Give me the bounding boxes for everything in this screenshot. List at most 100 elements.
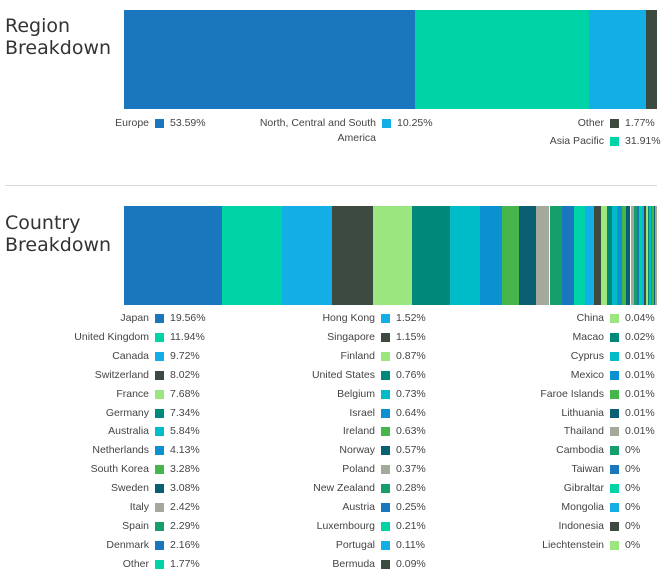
country-legend-item-cyprus: Cyprus 0.01% xyxy=(510,349,655,364)
country-bar-segment-china xyxy=(645,206,648,305)
legend-swatch xyxy=(155,390,164,399)
legend-label: Singapore xyxy=(327,331,375,343)
country-bar-segment-austria xyxy=(636,206,640,305)
country-bar-segment-spain xyxy=(549,206,563,305)
legend-swatch xyxy=(155,333,164,342)
country-legend-item-china: China 0.04% xyxy=(510,311,655,326)
legend-value: 2.29% xyxy=(170,520,200,532)
country-bar-segment-cyprus xyxy=(649,206,651,305)
country-legend-item-singapore: Singapore 1.15% xyxy=(255,330,426,345)
legend-swatch xyxy=(155,541,164,550)
region-bar-segment-europe xyxy=(124,10,416,109)
country-legend-item-norway: Norway 0.57% xyxy=(255,443,425,458)
country-legend-item-germany: Germany 7.34% xyxy=(40,406,200,421)
legend-label: Liechtenstein xyxy=(542,539,604,551)
country-bar-segment-germany xyxy=(411,206,450,305)
country-legend-item-sweden: Sweden 3.08% xyxy=(40,481,200,496)
legend-swatch xyxy=(610,503,619,512)
legend-swatch xyxy=(610,409,619,418)
legend-value: 3.08% xyxy=(170,482,200,494)
legend-value: 1.77% xyxy=(170,558,200,570)
legend-swatch xyxy=(610,427,619,436)
legend-label: Thailand xyxy=(563,425,604,437)
country-legend-item-ireland: Ireland 0.63% xyxy=(255,424,426,439)
legend-swatch xyxy=(155,409,164,418)
legend-label: China xyxy=(576,312,604,324)
country-bar-segment-italy xyxy=(536,206,550,305)
legend-label: Mexico xyxy=(570,369,604,381)
legend-value: 0.87% xyxy=(396,350,426,362)
legend-value: 2.16% xyxy=(170,539,200,551)
legend-swatch xyxy=(381,560,390,569)
country-legend-item-luxembourg: Luxembourg 0.21% xyxy=(255,519,426,534)
legend-label: Italy xyxy=(129,501,149,513)
legend-label: Bermuda xyxy=(332,558,375,570)
legend-value: 0% xyxy=(625,482,641,494)
country-legend-item-canada: Canada 9.72% xyxy=(40,349,200,364)
legend-value: 7.68% xyxy=(170,388,200,400)
legend-swatch xyxy=(610,390,619,399)
country-bar-segment-singapore xyxy=(593,206,601,305)
legend-value: 0.28% xyxy=(396,482,426,494)
legend-label: Canada xyxy=(112,350,149,362)
legend-label: Germany xyxy=(105,407,149,419)
country-legend-item-lithuania: Lithuania 0.01% xyxy=(510,406,654,421)
region-legend-item-europe: Europe 53.59% xyxy=(60,116,205,131)
legend-label: Ireland xyxy=(342,425,375,437)
legend-label: Luxembourg xyxy=(316,520,375,532)
legend-label: Other xyxy=(122,558,149,570)
legend-swatch xyxy=(610,484,619,493)
legend-value: 8.02% xyxy=(170,369,200,381)
legend-swatch xyxy=(610,465,619,474)
legend-swatch xyxy=(610,371,619,380)
legend-label: Mongolia xyxy=(561,501,604,513)
country-bar-segment-faroe-islands xyxy=(652,206,654,305)
country-legend-item-taiwan: Taiwan 0% xyxy=(510,462,640,477)
country-bar-segment-switzerland xyxy=(331,206,373,305)
legend-swatch xyxy=(381,484,390,493)
legend-label: Lithuania xyxy=(561,407,604,419)
legend-value: 0.73% xyxy=(396,388,426,400)
legend-swatch xyxy=(381,541,390,550)
legend-label: Asia Pacific xyxy=(549,135,604,147)
legend-value: 0% xyxy=(625,539,641,551)
country-legend-item-netherlands: Netherlands 4.13% xyxy=(40,443,199,458)
legend-label: Finland xyxy=(340,350,375,362)
legend-value: 0.01% xyxy=(625,425,655,437)
legend-swatch xyxy=(155,484,164,493)
country-bar-segment-new-zealand xyxy=(633,206,637,305)
country-legend-item-indonesia: Indonesia 0% xyxy=(510,519,640,534)
region-legend-item-other: Other 1.77% xyxy=(500,116,655,131)
legend-swatch xyxy=(610,541,619,550)
legend-value: 0% xyxy=(625,501,641,513)
country-bar-segment-united-kingdom xyxy=(221,206,283,305)
legend-value: 0.63% xyxy=(396,425,426,437)
country-bar-segment-mexico xyxy=(650,206,653,305)
region-bar-segment-other xyxy=(645,10,657,109)
legend-swatch xyxy=(610,137,619,146)
country-legend-item-poland: Poland 0.37% xyxy=(255,462,425,477)
legend-swatch xyxy=(610,333,619,342)
legend-value: 0% xyxy=(625,444,641,456)
country-legend-item-finland: Finland 0.87% xyxy=(255,349,426,364)
country-bar-segment-bermuda xyxy=(644,206,646,305)
legend-swatch xyxy=(381,371,390,380)
country-legend-item-hong-kong: Hong Kong 1.52% xyxy=(255,311,425,326)
legend-value: 19.56% xyxy=(170,312,206,324)
legend-value: 0.21% xyxy=(396,520,426,532)
country-stacked-bar xyxy=(124,206,657,305)
legend-swatch xyxy=(381,409,390,418)
legend-value: 0.01% xyxy=(625,350,655,362)
legend-swatch xyxy=(381,465,390,474)
region-legend-item-asia-pacific: Asia Pacific 31.91% xyxy=(500,134,661,149)
legend-value: 9.72% xyxy=(170,350,200,362)
country-bar-segment-macao xyxy=(647,206,650,305)
country-legend-item-united-kingdom: United Kingdom 11.94% xyxy=(40,330,205,345)
legend-value: 5.84% xyxy=(170,425,200,437)
country-legend-item-gibraltar: Gibraltar 0% xyxy=(510,481,640,496)
legend-swatch xyxy=(155,446,164,455)
country-legend-item-portugal: Portugal 0.11% xyxy=(255,538,425,553)
legend-label: North, Central and South America xyxy=(259,117,376,144)
legend-value: 0.02% xyxy=(625,331,655,343)
country-bar-segment-norway xyxy=(626,206,631,305)
